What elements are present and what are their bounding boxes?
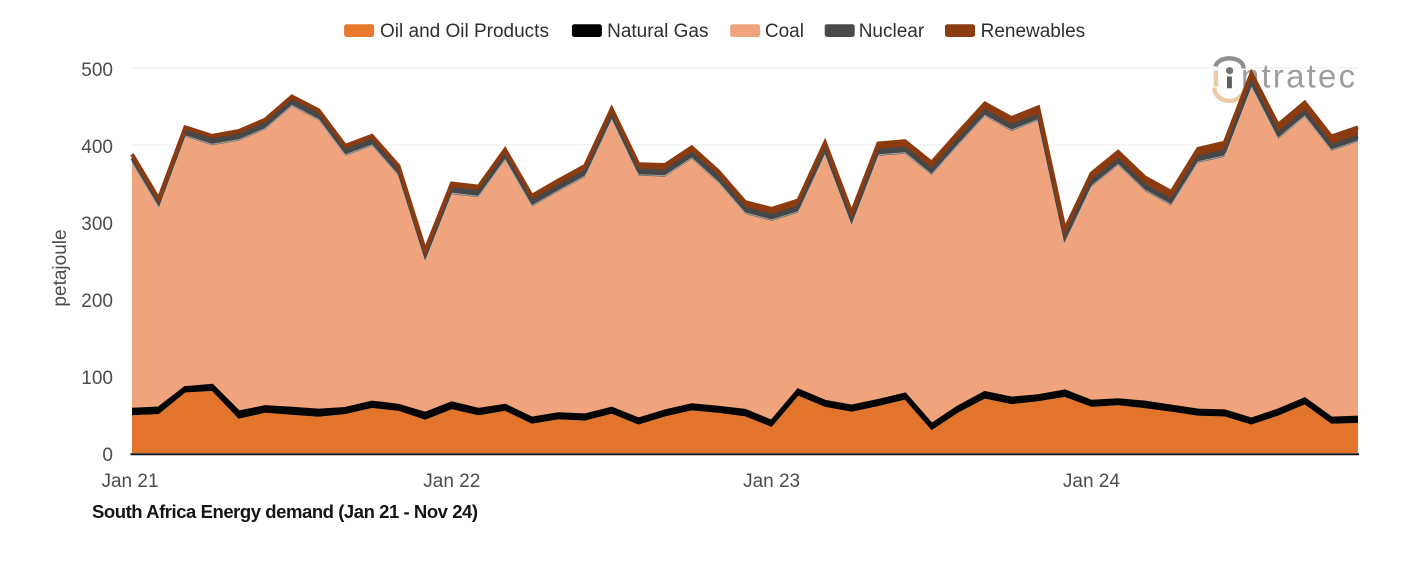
- svg-text:100: 100: [81, 368, 113, 389]
- svg-text:Jan 23: Jan 23: [743, 471, 800, 492]
- svg-text:Nuclear: Nuclear: [859, 21, 925, 42]
- svg-text:Jan 21: Jan 21: [101, 471, 158, 492]
- svg-text:500: 500: [81, 60, 113, 81]
- svg-text:Renewables: Renewables: [981, 21, 1086, 42]
- svg-text:petajoule: petajoule: [50, 229, 71, 306]
- svg-text:Natural Gas: Natural Gas: [607, 21, 708, 42]
- svg-text:400: 400: [81, 137, 113, 158]
- svg-text:Jan 22: Jan 22: [423, 471, 480, 492]
- svg-text:300: 300: [81, 214, 113, 235]
- svg-text:0: 0: [102, 445, 113, 466]
- svg-text:200: 200: [81, 291, 113, 312]
- svg-text:Coal: Coal: [765, 21, 804, 42]
- svg-text:South Africa Energy demand (Ja: South Africa Energy demand (Jan 21 - Nov…: [92, 501, 478, 522]
- svg-text:Oil and Oil Products: Oil and Oil Products: [380, 21, 549, 42]
- svg-text:Jan 24: Jan 24: [1063, 471, 1120, 492]
